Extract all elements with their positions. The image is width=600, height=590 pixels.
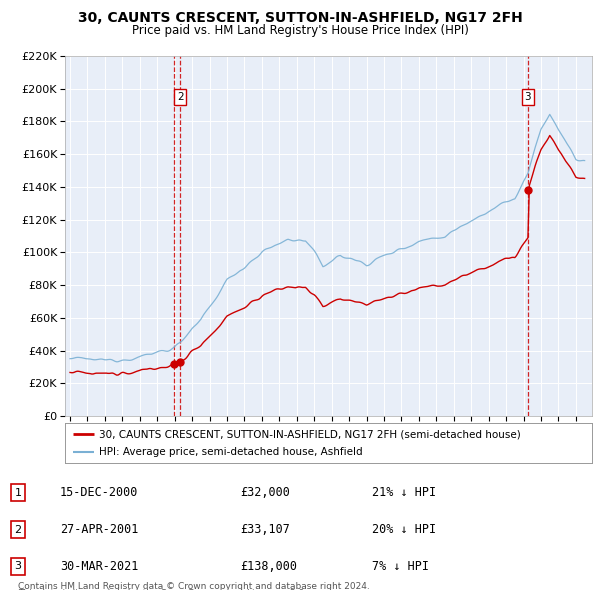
Text: 30-MAR-2021: 30-MAR-2021 xyxy=(60,560,139,573)
Text: 30, CAUNTS CRESCENT, SUTTON-IN-ASHFIELD, NG17 2FH: 30, CAUNTS CRESCENT, SUTTON-IN-ASHFIELD,… xyxy=(77,11,523,25)
Text: This data is licensed under the Open Government Licence v3.0.: This data is licensed under the Open Gov… xyxy=(18,589,307,590)
Text: 30, CAUNTS CRESCENT, SUTTON-IN-ASHFIELD, NG17 2FH (semi-detached house): 30, CAUNTS CRESCENT, SUTTON-IN-ASHFIELD,… xyxy=(99,430,521,440)
Text: HPI: Average price, semi-detached house, Ashfield: HPI: Average price, semi-detached house,… xyxy=(99,447,362,457)
Text: 7% ↓ HPI: 7% ↓ HPI xyxy=(372,560,429,573)
Text: 15-DEC-2000: 15-DEC-2000 xyxy=(60,486,139,499)
Text: Price paid vs. HM Land Registry's House Price Index (HPI): Price paid vs. HM Land Registry's House … xyxy=(131,24,469,37)
Text: 2: 2 xyxy=(14,525,22,535)
Text: 3: 3 xyxy=(524,92,531,102)
Text: 27-APR-2001: 27-APR-2001 xyxy=(60,523,139,536)
Text: £138,000: £138,000 xyxy=(240,560,297,573)
Text: £33,107: £33,107 xyxy=(240,523,290,536)
Text: 3: 3 xyxy=(14,561,22,571)
Text: 21% ↓ HPI: 21% ↓ HPI xyxy=(372,486,436,499)
Text: 20% ↓ HPI: 20% ↓ HPI xyxy=(372,523,436,536)
Text: 1: 1 xyxy=(14,488,22,498)
Text: 2: 2 xyxy=(177,92,184,102)
Text: £32,000: £32,000 xyxy=(240,486,290,499)
Text: Contains HM Land Registry data © Crown copyright and database right 2024.: Contains HM Land Registry data © Crown c… xyxy=(18,582,370,590)
